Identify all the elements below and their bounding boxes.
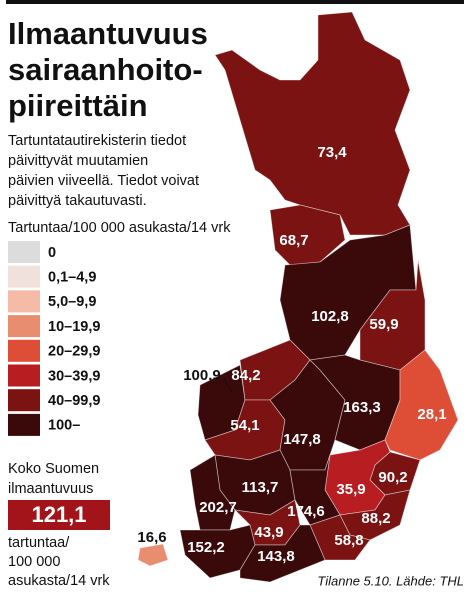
legend-swatch [8,364,40,387]
legend-swatch [8,389,40,412]
legend-label: 30–39,9 [48,368,100,384]
region-value-label: 100,9 [183,367,221,384]
region-value-label: 35,9 [336,481,365,498]
total-value: 121,1 [31,502,86,527]
legend-swatch [8,315,40,338]
total-box [8,500,110,530]
region-value-label: 68,7 [279,232,308,249]
source: Tilanne 5.10. Lähde: THL [317,573,464,588]
region [384,349,459,461]
region-value-label: 88,2 [361,510,390,527]
region-value-label: 147,8 [283,431,321,448]
legend-label: 10–19,9 [48,319,100,335]
description-line: päivittyvät muutamien [8,153,148,169]
total-unit: tartuntaa/ [8,535,70,551]
legend-label: 0,1–4,9 [48,270,96,286]
region-value-label: 28,1 [417,406,446,423]
region-value-label: 84,2 [231,367,260,384]
total-label: Koko Suomen [8,461,99,477]
region [189,454,236,531]
top-bar [6,0,464,4]
title-line: piireittäin [8,88,148,123]
legend-swatch [8,339,40,362]
region-value-label: 58,8 [334,532,363,549]
title-line: Ilmaantuvuus [8,16,208,51]
region-value-label: 43,9 [254,524,283,541]
region [239,524,326,583]
region [269,204,346,266]
region-value-label: 54,1 [230,417,259,434]
total-unit: 100 000 [8,554,60,570]
region [289,454,341,526]
legend-label: 20–29,9 [48,344,100,360]
legend-swatch [8,241,40,263]
region [214,11,411,236]
legend-title: Tartuntaa/100 000 asukasta/14 vrk [8,220,231,236]
legend-label: 40–99,9 [48,393,100,409]
leader-line [223,377,233,393]
description-line: päivien viiveellä. Tiedot voivat [8,173,199,189]
region-value-label: 16,6 [137,529,166,546]
region-value-label: 59,9 [369,316,398,333]
total-label: ilmaantuvuus [8,481,93,497]
map: 73,4 68,7 102,8 59,9 100,9 84,2 54,1 147,8 163,3… [137,11,459,583]
region-value-label: 174,6 [287,503,325,520]
region-value-label: 73,4 [317,144,347,161]
description-line: päivittyä takautuvasti. [8,193,147,209]
title-line: sairaanhoito- [8,52,203,87]
legend-swatch [8,413,40,436]
legend-swatch [8,265,40,288]
region-value-label: 90,2 [378,469,407,486]
region-value-label: 152,2 [187,539,225,556]
region-value-label: 102,8 [311,308,349,325]
region [137,543,169,567]
total-unit: asukasta/14 vrk [8,573,110,589]
description-line: Tartuntatautirekisterin tiedot [8,133,186,149]
region-value-label: 143,8 [257,548,295,565]
legend-swatch [8,290,40,313]
legend-label: 0 [48,245,56,261]
region-value-label: 163,3 [343,399,381,416]
region-value-label: 113,7 [242,479,279,496]
legend-label: 100– [48,418,80,434]
region-value-label: 202,7 [199,499,237,516]
legend-label: 5,0–9,9 [48,294,96,310]
